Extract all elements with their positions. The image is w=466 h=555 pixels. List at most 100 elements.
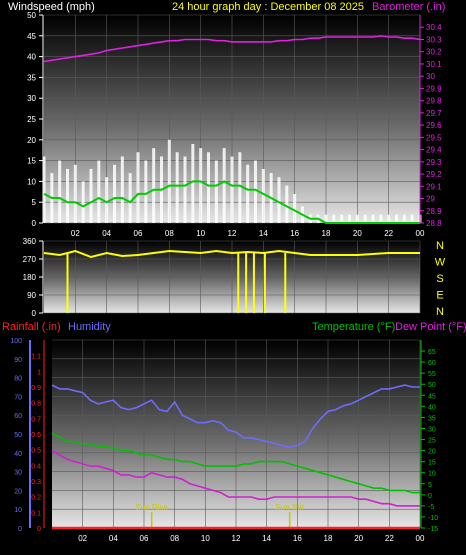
wind-x-tick-label: 16: [290, 229, 299, 238]
direction-y-tick-label: 90: [27, 291, 36, 300]
wind-x-tick-label: 06: [134, 229, 143, 238]
humidity-legend: Humidity: [68, 321, 111, 333]
temperature-tick-label: 5: [428, 482, 432, 489]
wind-average-line: [43, 180, 420, 224]
temperature-tick-label: 65: [428, 349, 436, 356]
wind-x-tick-label: 10: [196, 229, 205, 238]
wind-x-tick-label: 18: [322, 229, 331, 238]
climate-x-tick-label: 14: [262, 534, 271, 543]
dew-point-line: [51, 449, 420, 507]
climate-x-tick-label: 06: [140, 534, 149, 543]
rainfall-tick-label: 0.8: [31, 401, 41, 408]
compass-label: E: [436, 290, 443, 302]
climate-panel: Rainfall (.in) Humidity Temperature (°F)…: [2, 321, 466, 543]
climate-x-tick-label: 16: [293, 534, 302, 543]
wind-x-tick-label: 22: [384, 229, 393, 238]
wind-x-tick-label: 12: [228, 229, 237, 238]
wind-y-tick-label: 30: [27, 94, 36, 103]
wind-x-tick-label: 04: [102, 229, 111, 238]
rainfall-tick-label: 0.6: [31, 432, 41, 439]
barometer-tick-label: 29.3: [426, 158, 442, 167]
wind-y-tick-label: 50: [27, 11, 36, 20]
humidity-tick-label: 40: [14, 451, 22, 458]
humidity-tick-label: 20: [14, 488, 22, 495]
wind-x-tick-label: 02: [71, 229, 80, 238]
wind-direction-line: [43, 249, 420, 259]
temperature-tick-label: 0: [428, 493, 432, 500]
temperature-tick-label: 40: [428, 404, 436, 411]
rainfall-tick-label: 1: [37, 369, 41, 376]
wind-y-tick-label: 0: [32, 219, 37, 228]
barometer-tick-label: 29.1: [426, 182, 442, 191]
rainfall-tick-label: 0.4: [31, 463, 41, 470]
barometer-tick-label: 30.3: [426, 35, 442, 44]
humidity-tick-label: 30: [14, 470, 22, 477]
direction-y-tick-label: 0: [32, 309, 37, 318]
barometer-tick-label: 29: [426, 195, 435, 204]
humidity-tick-label: 70: [14, 394, 22, 401]
temperature-line: [51, 432, 420, 494]
barometer-line: [43, 34, 421, 63]
barometer-tick-label: 30: [426, 72, 435, 81]
temperature-tick-label: 25: [428, 438, 436, 445]
rainfall-tick-label: 0.1: [31, 510, 41, 517]
temperature-tick-label: 55: [428, 371, 436, 378]
barometer-tick-label: 30.1: [426, 60, 442, 69]
temperature-tick-label: 60: [428, 360, 436, 367]
rainfall-tick-label: 0.5: [31, 448, 41, 455]
temperature-tick-label: 20: [428, 449, 436, 456]
temperature-tick-label: -10: [428, 515, 438, 522]
climate-x-tick-label: 12: [232, 534, 241, 543]
wind-y-tick-label: 15: [27, 157, 36, 166]
compass-label: W: [435, 257, 446, 269]
humidity-tick-label: 100: [10, 338, 22, 345]
barometer-axis-title: Barometer (.in): [372, 1, 445, 13]
humidity-tick-label: 10: [14, 507, 22, 514]
wind-y-tick-label: 20: [27, 136, 36, 145]
barometer-tick-label: 30.2: [426, 48, 442, 57]
rainfall-tick-label: 1.1: [31, 354, 41, 361]
temperature-tick-label: 35: [428, 415, 436, 422]
climate-x-tick-label: 10: [201, 534, 210, 543]
barometer-tick-label: 30.4: [426, 23, 442, 32]
barometer-tick-label: 29.5: [426, 133, 442, 142]
barometer-tick-label: 29.6: [426, 121, 442, 130]
wind-y-tick-label: 5: [32, 198, 37, 207]
wind-x-tick-label: 00: [416, 229, 425, 238]
barometer-tick-label: 29.9: [426, 84, 442, 93]
barometer-tick-label: 29.4: [426, 146, 442, 155]
humidity-tick-label: 90: [14, 357, 22, 364]
barometer-tick-label: 28.9: [426, 207, 442, 216]
wind-y-tick-label: 40: [27, 53, 36, 62]
wind-y-tick-label: 10: [27, 177, 36, 186]
rainfall-tick-label: 0.9: [31, 385, 41, 392]
rainfall-tick-label: 0: [37, 526, 41, 533]
rainfall-legend: Rainfall (.in): [2, 321, 61, 333]
rainfall-tick-label: 0.7: [31, 416, 41, 423]
compass-label: S: [436, 273, 443, 285]
climate-x-tick-label: 22: [385, 534, 394, 543]
wind-barometer-panel: 0 5 10 15 20 25 30 35 40 45 50 28.8 28.9 29 29.1 29.2 2…: [27, 11, 442, 238]
barometer-tick-label: 29.7: [426, 109, 442, 118]
temperature-tick-label: 30: [428, 426, 436, 433]
temperature-tick-label: 50: [428, 382, 436, 389]
rainfall-tick-label: 0.2: [31, 495, 41, 502]
temperature-tick-label: 45: [428, 393, 436, 400]
temperature-tick-label: -5: [428, 504, 434, 511]
temperature-tick-label: 15: [428, 460, 436, 467]
wind-x-tick-label: 08: [165, 229, 174, 238]
climate-x-tick-label: 20: [354, 534, 363, 543]
climate-x-tick-label: 08: [170, 534, 179, 543]
direction-y-tick-label: 180: [23, 273, 37, 282]
humidity-tick-label: 60: [14, 413, 22, 420]
chart-title: 24 hour graph day : December 08 2025: [172, 1, 364, 13]
humidity-tick-label: 50: [14, 432, 22, 439]
wind-x-tick-label: 14: [259, 229, 268, 238]
humidity-tick-label: 80: [14, 376, 22, 383]
wind-y-tick-label: 35: [27, 73, 36, 82]
sun-event-label: Sun Rise: [135, 503, 168, 512]
climate-x-tick-label: 02: [78, 534, 87, 543]
climate-x-tick-label: 04: [109, 534, 118, 543]
